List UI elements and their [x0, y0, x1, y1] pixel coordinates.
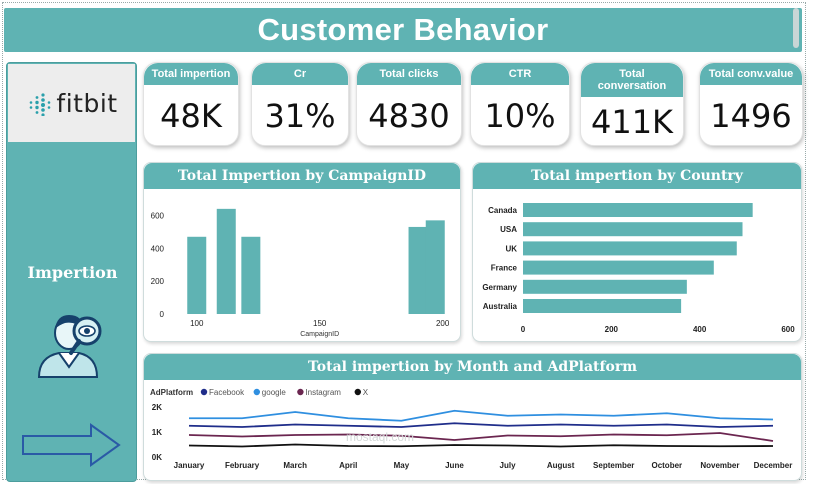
kpi-card-total-clicks[interactable]: Total clicks 4830 — [356, 62, 462, 146]
x-tick-label: November — [700, 461, 739, 470]
y-category-label: France — [491, 264, 518, 273]
x-axis-label: CampaignID — [300, 331, 339, 338]
y-tick-label: 200 — [151, 277, 165, 286]
kpi-label: CTR — [471, 63, 569, 85]
x-tick-label: January — [174, 461, 205, 470]
legend-marker — [297, 388, 304, 396]
bar — [408, 226, 428, 314]
legend-label: Facebook — [209, 388, 245, 397]
arrow-right-icon[interactable] — [21, 423, 121, 467]
kpi-label: Total clicks — [357, 63, 461, 85]
kpi-value: 10% — [484, 97, 556, 135]
x-tick-label: 200 — [436, 319, 450, 328]
x-tick-label: February — [225, 461, 260, 470]
series-line — [189, 409, 774, 422]
sidebar: fitbit Impertion — [6, 62, 137, 482]
legend-title: AdPlatform — [150, 388, 193, 397]
y-category-label: Australia — [483, 302, 518, 311]
x-tick-label: September — [593, 461, 634, 470]
country-chart-title: Total impertion by Country — [473, 163, 801, 189]
kpi-card-cr[interactable]: Cr 31% — [251, 62, 349, 146]
legend-label: Instagram — [305, 388, 341, 397]
sidebar-label: Impertion — [27, 263, 118, 282]
legend-marker — [354, 388, 361, 396]
brand-name: fitbit — [56, 88, 118, 118]
kpi-label: Total impertion — [144, 63, 238, 85]
bar — [523, 203, 753, 217]
legend-marker — [253, 388, 260, 396]
page-title: Customer Behavior — [257, 12, 549, 47]
campaign-chart-title: Total Impertion by CampaignID — [144, 163, 460, 189]
y-tick-label: 1K — [152, 428, 162, 437]
bar — [187, 236, 207, 314]
bar — [216, 208, 236, 314]
country-chart-panel: Total impertion by Country Canada USA UK Fr… — [472, 162, 802, 342]
legend-label: google — [262, 388, 287, 397]
x-tick-label: 200 — [605, 325, 619, 334]
campaign-bar-chart[interactable]: 0 200 400 600 100 150 200 CampaignID — [144, 163, 462, 343]
kpi-card-total-conv-value[interactable]: Total conv.value 1496 — [699, 62, 803, 146]
bar — [523, 222, 743, 237]
bar — [241, 236, 261, 314]
kpi-label: Total conv.value — [700, 63, 802, 85]
bar — [523, 279, 687, 294]
x-tick-label: May — [394, 461, 410, 470]
kpi-value: 4830 — [368, 97, 450, 135]
person-magnifier-icon — [37, 315, 102, 378]
month-line-chart[interactable]: AdPlatform Facebook google Instagram X 0K 1K 2K… — [144, 354, 803, 482]
page-header: Customer Behavior — [4, 8, 802, 52]
x-tick-label: October — [651, 461, 682, 470]
x-tick-label: 600 — [781, 325, 795, 334]
scrollbar[interactable] — [793, 8, 799, 48]
series-line — [188, 432, 774, 442]
x-tick-label: August — [547, 461, 575, 470]
kpi-label: Cr — [252, 63, 348, 85]
y-tick-label: 2K — [152, 403, 162, 412]
x-tick-label: April — [339, 461, 357, 470]
x-tick-label: 400 — [693, 325, 707, 334]
y-category-label: Germany — [482, 283, 517, 292]
kpi-card-total-impertion[interactable]: Total impertion 48K — [143, 62, 239, 146]
bar — [523, 241, 737, 256]
series-line — [188, 422, 774, 428]
kpi-card-total-conversation[interactable]: Total conversation 411K — [580, 62, 684, 146]
y-tick-label: 0 — [160, 310, 165, 319]
country-bar-chart[interactable]: Canada USA UK France Germany Australia 0 200 400… — [473, 163, 803, 343]
y-tick-label: 600 — [151, 211, 165, 220]
watermark: mostaql.com — [346, 430, 415, 444]
y-category-label: UK — [505, 244, 517, 253]
y-tick-label: 0K — [152, 453, 162, 462]
kpi-label: Total conversation — [581, 63, 683, 97]
kpi-value: 48K — [160, 97, 222, 135]
month-chart-title: Total impertion by Month and AdPlatform — [144, 354, 801, 380]
fitbit-dots-icon — [30, 93, 51, 116]
x-tick-label: 100 — [190, 319, 204, 328]
kpi-value: 1496 — [710, 97, 792, 135]
kpi-value: 411K — [590, 103, 674, 141]
y-tick-label: 400 — [151, 244, 165, 253]
legend-label: X — [363, 388, 369, 397]
y-category-label: Canada — [488, 206, 517, 215]
campaign-chart-panel: Total Impertion by CampaignID 0 200 400 600… — [143, 162, 461, 342]
legend-marker — [200, 388, 208, 396]
brand-logo: fitbit — [8, 64, 135, 142]
x-tick-label: July — [500, 461, 517, 470]
kpi-value: 31% — [264, 97, 336, 135]
x-tick-label: March — [283, 461, 307, 470]
y-category-label: USA — [500, 225, 517, 234]
series-line — [188, 443, 774, 448]
kpi-card-ctr[interactable]: CTR 10% — [470, 62, 570, 146]
x-tick-label: 150 — [313, 319, 327, 328]
x-tick-label: 0 — [521, 325, 526, 334]
bar — [425, 220, 445, 314]
x-tick-label: December — [754, 461, 793, 470]
month-chart-panel: Total impertion by Month and AdPlatform … — [143, 353, 802, 481]
bar — [523, 260, 714, 275]
bar — [523, 299, 682, 313]
x-tick-label: June — [445, 461, 464, 470]
